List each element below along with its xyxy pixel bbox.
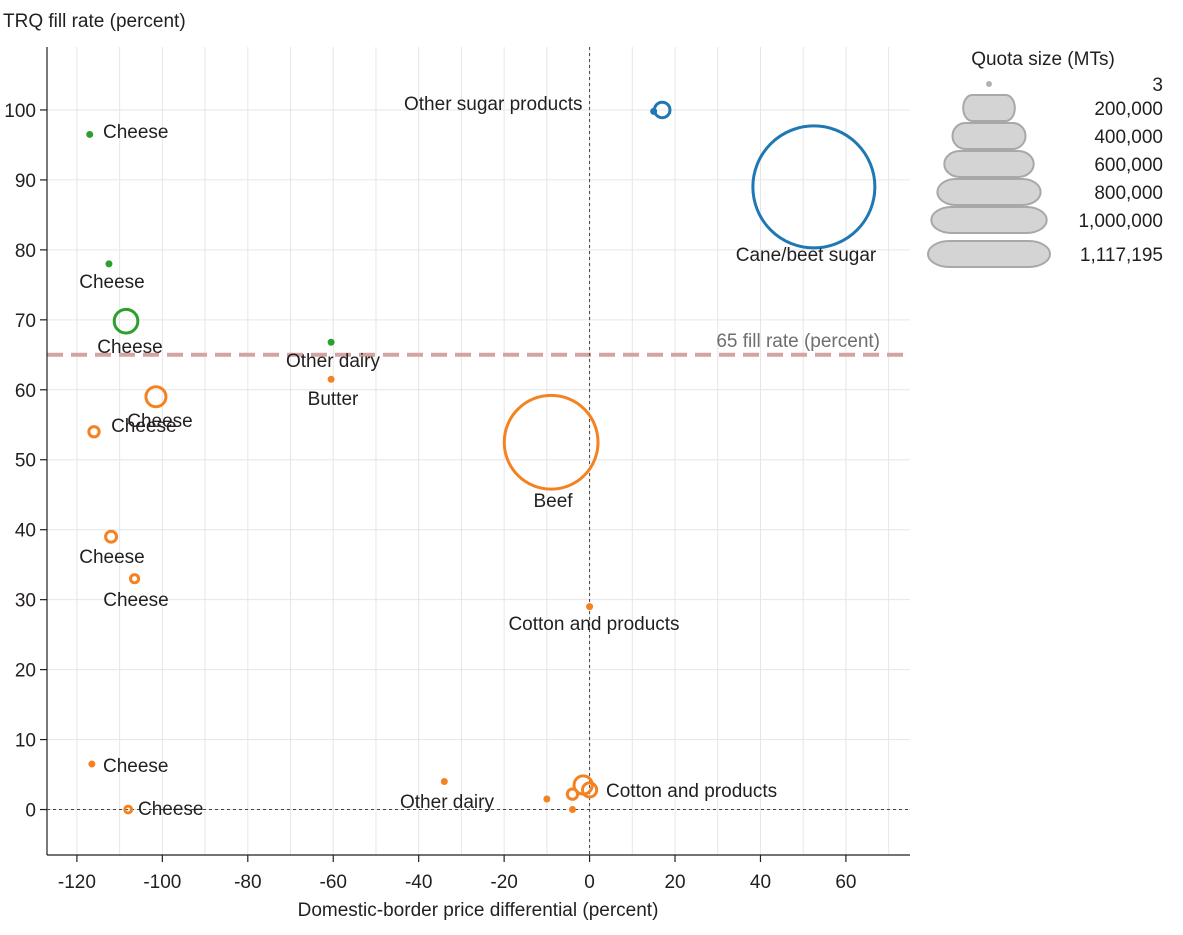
y-tick-label: 90 [15, 171, 36, 192]
data-point [123, 804, 134, 815]
data-point [112, 307, 140, 335]
reference-line-group: 65 fill rate (percent) [47, 331, 910, 357]
data-label: Cane/beet sugar [736, 245, 877, 266]
legend-bubble [962, 94, 1016, 122]
x-tick-label: 20 [664, 872, 685, 893]
data-points [86, 100, 877, 815]
y-tick-label: 0 [25, 801, 36, 822]
data-label: Cotton and products [508, 614, 679, 635]
x-tick-label: -20 [490, 872, 517, 893]
x-tick-label: -60 [320, 872, 347, 893]
y-tick-label: 30 [15, 591, 36, 612]
y-tick-label: 20 [15, 661, 36, 682]
data-label: Cheese [103, 122, 169, 143]
y-tick-label: 40 [15, 521, 36, 542]
data-point [105, 260, 113, 268]
legend-bubble [936, 178, 1042, 206]
data-label: Beef [533, 491, 573, 512]
legend-bubble [930, 206, 1048, 234]
data-point [751, 124, 877, 250]
x-tick-label: 40 [750, 872, 771, 893]
data-point [327, 375, 335, 383]
legend-label: 1,117,195 [1080, 245, 1163, 266]
data-label: Cheese [103, 590, 169, 611]
legend-label: 400,000 [1094, 127, 1163, 148]
x-tick-label: -120 [58, 872, 96, 893]
y-axis-title: TRQ fill rate (percent) [3, 11, 186, 32]
data-point [440, 778, 448, 786]
legend-bubble [927, 240, 1051, 268]
legend-label: 600,000 [1094, 155, 1163, 176]
x-axis-title: Domestic-border price differential (perc… [298, 900, 659, 921]
axes: -120 -100 -80 -60 -40 -20 0 20 40 60 0 10 20 30 40 50 60… [4, 47, 910, 893]
data-point [565, 787, 580, 801]
data-point [586, 603, 594, 611]
data-point [327, 338, 335, 346]
data-point [650, 107, 658, 115]
legend-label: 3 [1152, 75, 1163, 96]
data-label: Cheese [127, 411, 193, 432]
legend-bubble [951, 122, 1027, 150]
data-label: Cheese [79, 547, 145, 568]
data-label: Cheese [97, 337, 163, 358]
data-label: Butter [308, 389, 359, 410]
legend-label: 800,000 [1094, 183, 1163, 204]
reference-line-label: 65 fill rate (percent) [716, 331, 880, 352]
x-tick-label: -100 [143, 872, 181, 893]
data-point [129, 573, 141, 585]
data-point [543, 795, 551, 803]
y-tick-label: 80 [15, 241, 36, 262]
data-point [144, 385, 168, 409]
x-tick-label: -80 [234, 872, 261, 893]
y-tick-label: 60 [15, 381, 36, 402]
legend-title: Quota size (MTs) [971, 49, 1115, 70]
legend-bubble [943, 150, 1035, 178]
legend-bubble [986, 81, 992, 87]
data-point [502, 393, 600, 491]
data-label: Cheese [79, 272, 145, 293]
y-tick-label: 100 [4, 101, 36, 122]
data-label: Cheese [138, 799, 204, 820]
data-label: Cheese [111, 416, 177, 437]
legend: Quota size (MTs) 3 200,000 400,000 600,000 8… [927, 49, 1163, 268]
x-tick-label: 60 [835, 872, 856, 893]
data-label: Cheese [103, 756, 169, 777]
data-point [86, 130, 94, 138]
data-label: Cotton and products [606, 781, 777, 802]
data-label: Other dairy [400, 792, 494, 813]
data-label: Other dairy [286, 351, 380, 372]
legend-label: 1,000,000 [1078, 211, 1163, 232]
data-point [104, 529, 119, 544]
legend-label: 200,000 [1094, 99, 1163, 120]
data-point [581, 781, 599, 799]
data-point [87, 425, 101, 439]
x-tick-label: 0 [584, 872, 595, 893]
grid-lines [47, 47, 910, 855]
data-point [568, 806, 576, 814]
data-labels: Other sugar products Cane/beet sugar Chees… [79, 94, 877, 820]
data-label: Other sugar products [404, 94, 582, 115]
y-tick-label: 70 [15, 311, 36, 332]
y-tick-label: 10 [15, 731, 36, 752]
data-point [88, 760, 96, 768]
x-tick-label: -40 [405, 872, 432, 893]
y-tick-label: 50 [15, 451, 36, 472]
